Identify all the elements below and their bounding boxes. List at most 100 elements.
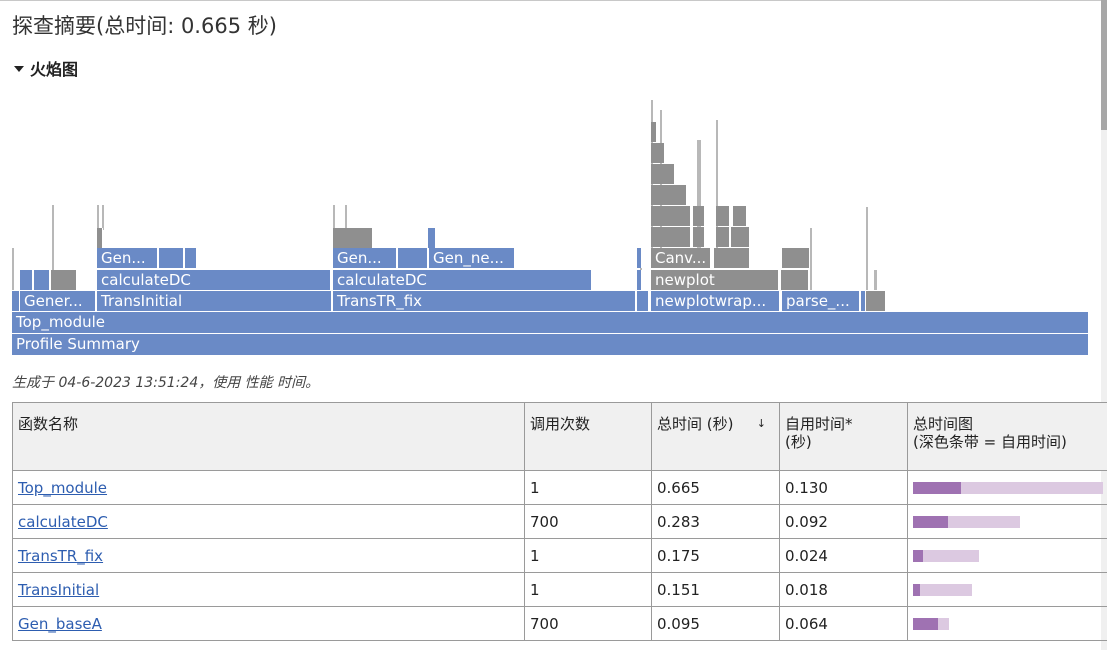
self-time-bar	[913, 617, 938, 630]
flame-frame[interactable]	[651, 164, 675, 184]
flame-frame[interactable]	[716, 227, 730, 247]
calls-cell: 700	[524, 606, 652, 641]
calls-cell: 1	[524, 538, 652, 573]
time-bar	[913, 617, 1107, 630]
flame-frame-newplot[interactable]: newplot	[651, 270, 779, 290]
col-header-total-time-plot: 总时间图 (深色条带 = 自用时间)	[907, 402, 1107, 471]
flame-frame[interactable]	[637, 248, 642, 268]
flame-frame[interactable]	[185, 248, 197, 268]
flame-frame[interactable]	[716, 206, 730, 226]
function-link[interactable]: Gen_baseA	[18, 614, 102, 633]
flame-sliver	[716, 120, 718, 250]
table-row: Top_module 1 0.665 0.130	[12, 470, 1107, 505]
time-bar	[913, 515, 1107, 528]
table-row: calculateDC 700 0.283 0.092	[12, 504, 1107, 539]
total-time-bar	[913, 583, 972, 596]
flame-frame[interactable]	[651, 122, 657, 142]
generated-note: 生成于 04-6-2023 13:51:24，使用 性能 时间。	[12, 375, 320, 391]
col-header-self-time[interactable]: 自用时间* (秒)	[779, 402, 908, 471]
flame-sliver	[102, 205, 104, 230]
function-link[interactable]: Top_module	[18, 478, 108, 497]
flame-frame[interactable]	[866, 291, 886, 311]
flame-frame[interactable]	[651, 185, 687, 205]
flame-frame[interactable]	[97, 228, 103, 248]
top-border	[0, 0, 1107, 1]
calls-cell: 1	[524, 572, 652, 607]
flame-frame[interactable]	[51, 270, 77, 290]
table-row: TransTR_fix 1 0.175 0.024	[12, 538, 1107, 573]
self-time-bar	[913, 481, 961, 494]
flame-frame[interactable]	[714, 248, 750, 268]
function-link[interactable]: TransTR_fix	[18, 546, 104, 565]
profile-table: 函数名称 调用次数 总时间 (秒) ↓ 自用时间* (秒) 总时间图 (深色条带 = …	[12, 402, 1107, 641]
function-link[interactable]: calculateDC	[18, 512, 108, 531]
col-header-function-name[interactable]: 函数名称	[12, 402, 525, 471]
flame-frame[interactable]	[637, 291, 649, 311]
flame-frame-gener[interactable]: Gener...	[20, 291, 96, 311]
sort-down-icon: ↓	[756, 417, 766, 430]
time-bar	[913, 481, 1107, 494]
flame-frame-gen-ne[interactable]: Gen_ne...	[429, 248, 515, 268]
self-time-cell: 0.018	[779, 572, 908, 607]
flame-frame-gen[interactable]: Gen...	[333, 248, 397, 268]
flame-frame-top-module[interactable]: Top_module	[12, 312, 1089, 333]
page-title: 探查摘要(总时间: 0.665 秒)	[12, 14, 277, 38]
flame-frame[interactable]	[651, 227, 691, 247]
total-time-cell: 0.095	[651, 606, 780, 641]
flame-frame[interactable]	[12, 291, 20, 311]
flame-frame[interactable]	[651, 206, 691, 226]
flame-frame[interactable]	[781, 270, 809, 290]
calls-cell: 700	[524, 504, 652, 539]
flame-frame-canv[interactable]: Canv...	[651, 248, 711, 268]
flame-frame[interactable]	[733, 206, 747, 226]
self-time-bar	[913, 515, 948, 528]
total-time-cell: 0.151	[651, 572, 780, 607]
flame-sliver	[640, 248, 642, 290]
flame-frame-calculatedc[interactable]: calculateDC	[333, 270, 592, 290]
scrollbar-thumb[interactable]	[1101, 0, 1107, 130]
flame-sliver	[866, 207, 868, 290]
flame-frame-newplotwrap[interactable]: newplotwrap...	[651, 291, 780, 311]
flame-sliver	[697, 140, 701, 250]
flame-graph: Gen... Gen... Gen_ne... Canv... calculat…	[0, 90, 1100, 355]
caret-down-icon	[14, 66, 24, 72]
flame-frame-parse[interactable]: parse_...	[782, 291, 860, 311]
flame-frame[interactable]	[333, 228, 373, 248]
flame-frame[interactable]	[693, 227, 705, 247]
self-time-bar	[913, 549, 923, 562]
flame-frame[interactable]	[693, 206, 705, 226]
table-row: Gen_baseA 700 0.095 0.064	[12, 606, 1107, 641]
flame-frame[interactable]	[159, 248, 184, 268]
flame-frame-calculatedc[interactable]: calculateDC	[97, 270, 331, 290]
flame-frame-transtr-fix[interactable]: TransTR_fix	[333, 291, 636, 311]
col-header-calls[interactable]: 调用次数	[524, 402, 652, 471]
col-header-total-time[interactable]: 总时间 (秒) ↓	[651, 402, 780, 471]
table-header-row: 函数名称 调用次数 总时间 (秒) ↓ 自用时间* (秒) 总时间图 (深色条带 = …	[12, 402, 1107, 471]
total-time-cell: 0.283	[651, 504, 780, 539]
flame-frame[interactable]	[398, 248, 428, 268]
flame-sliver	[345, 205, 347, 230]
self-time-cell: 0.024	[779, 538, 908, 573]
flame-frame[interactable]	[20, 270, 33, 290]
flame-frame[interactable]	[782, 248, 810, 268]
flame-graph-toggle[interactable]: 火焰图	[14, 56, 78, 80]
flame-frame[interactable]	[428, 228, 436, 248]
flame-frame[interactable]	[731, 227, 750, 247]
flame-frame-profile-summary[interactable]: Profile Summary	[12, 334, 1089, 355]
flame-frame-transinitial[interactable]: TransInitial	[97, 291, 332, 311]
vertical-scrollbar[interactable]	[1101, 0, 1107, 650]
flame-frame[interactable]	[651, 143, 665, 163]
flame-sliver	[874, 270, 877, 290]
table-row: TransInitial 1 0.151 0.018	[12, 572, 1107, 607]
total-time-cell: 0.175	[651, 538, 780, 573]
flame-frame-gen[interactable]: Gen...	[97, 248, 158, 268]
time-bar	[913, 549, 1107, 562]
flame-frame[interactable]	[34, 270, 50, 290]
flame-sliver	[12, 248, 14, 290]
self-time-cell: 0.130	[779, 470, 908, 505]
flame-frame[interactable]	[861, 291, 866, 311]
total-time-bar	[913, 549, 979, 562]
flame-frame[interactable]	[637, 270, 642, 290]
function-link[interactable]: TransInitial	[18, 580, 100, 599]
self-time-cell: 0.064	[779, 606, 908, 641]
